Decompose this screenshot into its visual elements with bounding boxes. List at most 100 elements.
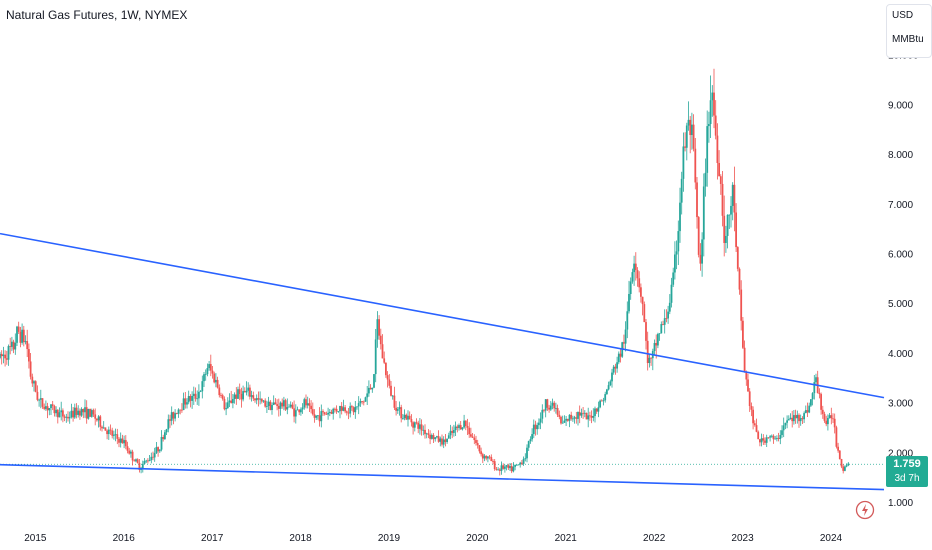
candle-body [345,411,348,413]
candle-body [498,469,501,471]
candle-body [293,408,295,417]
candle-body [798,414,800,422]
candle-body [830,415,833,419]
candle-body [390,385,392,396]
candle-body [48,408,51,411]
candle-body [845,465,848,467]
candle-body [804,410,807,414]
candle-body [215,379,217,383]
candle-body [242,391,244,400]
last-price-value: 1.759 [893,458,921,470]
candle-body [451,430,454,433]
candle-body [735,212,737,248]
candle-body [488,456,491,458]
candle-body [442,439,445,445]
candle-body [296,409,299,411]
candle-body [393,395,396,408]
candle-body [696,182,698,218]
candle-body [507,465,510,469]
candle-body [203,374,205,382]
candle-body [662,324,664,325]
candle-body [568,414,571,421]
candle-body [480,451,482,455]
candle-body [517,464,520,466]
candle-body [677,231,680,252]
candle-body [128,450,131,454]
candle-body [301,407,304,410]
unit-label[interactable]: MMBtu [892,34,924,45]
candle-body [223,398,226,410]
candle-body [352,407,355,413]
candle-body [218,387,221,396]
candle-body [519,462,522,465]
candle-body [158,449,161,452]
unit-selector[interactable] [886,4,932,58]
candle-body [31,376,34,384]
candle-body [186,402,188,405]
candle-body [36,391,39,400]
candle-body [818,392,821,395]
candle-body [606,389,608,395]
candle-body [368,387,370,394]
candle-body [767,437,770,439]
candle-body [228,400,231,403]
candle-body [558,414,561,417]
candle-body [305,399,307,406]
candle-body [522,458,525,464]
candle-body [609,381,612,386]
trendlines[interactable] [0,232,885,491]
candle-body [573,417,576,419]
candle-body [616,362,618,369]
candle-body [549,405,552,410]
candle-body [487,456,489,459]
candle-body [114,434,117,436]
candle-body [133,460,136,462]
candle-body [674,254,676,273]
candle-body [437,436,440,442]
candle-body [373,374,375,388]
candle-body [820,394,822,410]
y-axis[interactable]: 1.000 2.000 3.000 4.000 5.000 6.000 7.000 8.000… [888,51,919,509]
candle-body [837,446,839,451]
candle-body [131,451,134,461]
candle-body [454,426,457,431]
candle-body [102,427,105,429]
candle-body [764,440,766,443]
candle-body [175,413,178,414]
candle-body [730,205,732,215]
candle-body [361,401,363,402]
candle-body [534,424,537,430]
candle-body [97,416,100,421]
candle-body [87,408,90,419]
candle-body [179,409,182,411]
candle-body [243,391,246,393]
candle-body [759,439,761,443]
candle-body [283,400,285,407]
candle-body [155,447,158,453]
candle-body [60,410,63,413]
candle-body [636,270,639,279]
candle-body [468,427,471,435]
candle-body [22,329,25,343]
currency-label[interactable]: USD [892,10,914,21]
candle-body [555,407,557,409]
candle-body [553,402,556,409]
x-axis[interactable]: 2015 2016 2017 2018 2019 2020 2021 2022 2023 2024 [24,533,842,544]
candle-body [70,410,73,418]
candle-body [461,427,464,430]
candle-body [572,418,574,420]
candle-body [582,412,584,414]
candle-body [204,374,207,375]
candle-body [427,433,430,435]
candle-body [713,92,715,116]
candle-body [842,466,845,471]
lightning-bolt-icon[interactable] [855,500,875,520]
trendline [0,232,885,399]
candle-body [284,400,287,410]
candle-body [742,320,744,348]
candle-body [330,411,333,414]
y-tick-label: 1.000 [888,498,913,509]
candle-body [765,437,768,443]
candle-body [757,431,760,440]
